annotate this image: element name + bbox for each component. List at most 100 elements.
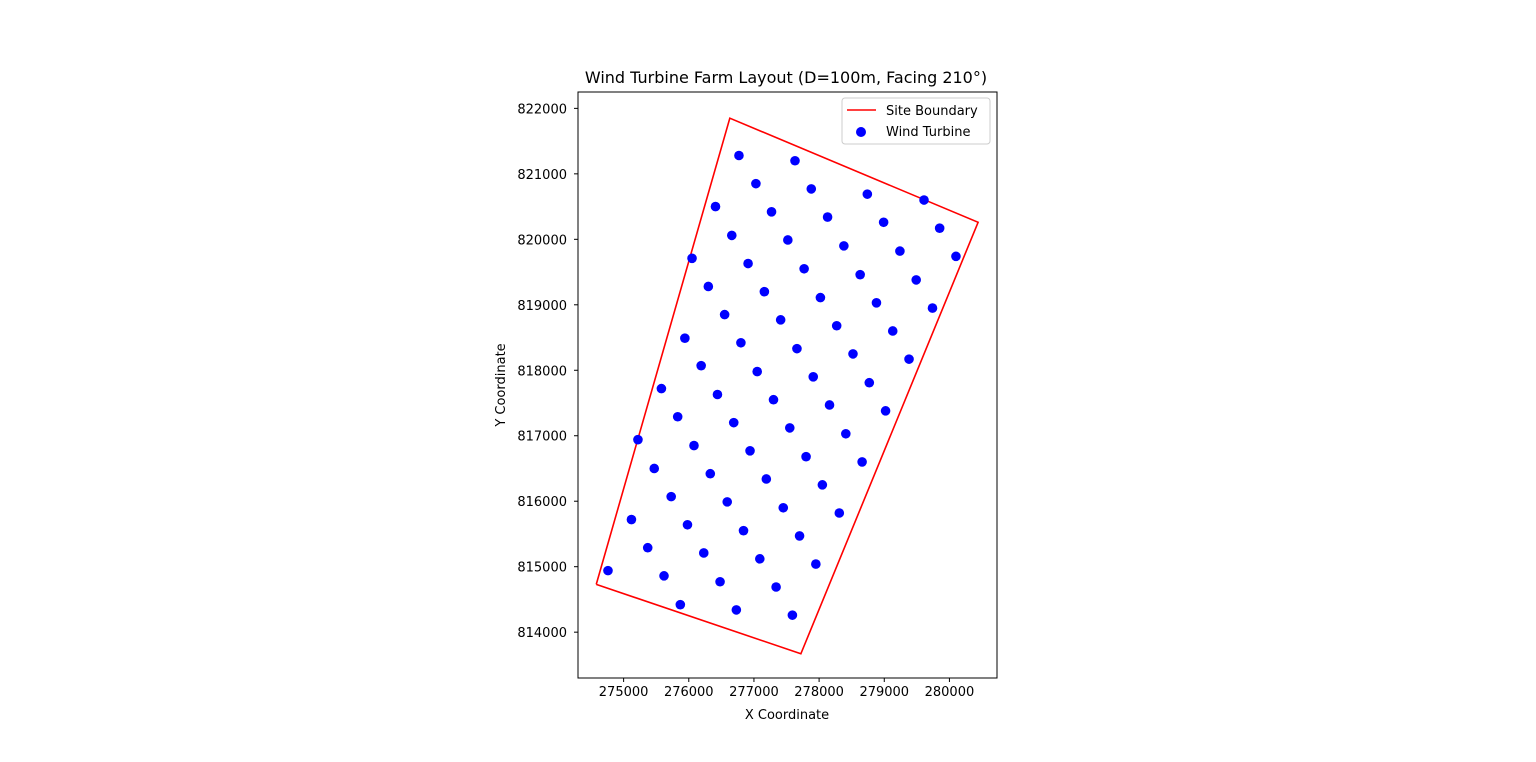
- wind-turbine-point: [728, 417, 739, 428]
- wind-turbine-point: [895, 246, 905, 256]
- chart-title: Wind Turbine Farm Layout (D=100m, Facing…: [585, 68, 987, 87]
- wind-turbine-point: [799, 263, 809, 274]
- wind-turbine-point: [722, 497, 733, 507]
- wind-turbine-point: [887, 326, 898, 336]
- wind-turbine-point: [934, 223, 945, 233]
- y-tick-label: 819000: [517, 299, 567, 314]
- wind-turbine-point: [731, 605, 742, 615]
- legend: Site Boundary Wind Turbine: [841, 97, 991, 145]
- wind-turbine-point: [794, 531, 805, 541]
- wind-turbine-point: [766, 207, 777, 217]
- wind-turbine-point: [705, 468, 716, 479]
- x-axis-ticks: 275000 276000 277000 278000 279000 280000: [599, 678, 974, 700]
- wind-turbine-point: [787, 610, 798, 620]
- wind-turbine-point: [751, 178, 761, 189]
- wind-turbine-point: [817, 480, 828, 490]
- x-axis-label: X Coordinate: [745, 708, 829, 723]
- y-tick-label: 817000: [517, 430, 567, 445]
- wind-turbine-point: [666, 491, 676, 502]
- legend-boundary-label: Site Boundary: [886, 104, 978, 119]
- wind-turbine-point: [745, 446, 755, 456]
- wind-turbine-point: [752, 366, 762, 377]
- wind-turbine-point: [808, 372, 819, 382]
- wind-turbine-point: [656, 383, 667, 394]
- x-tick-label: 279000: [859, 685, 909, 700]
- wind-turbine-point: [738, 525, 749, 536]
- x-tick-label: 277000: [729, 685, 779, 700]
- boundary-layer: [595, 117, 980, 655]
- wind-turbine-point: [911, 275, 921, 285]
- wind-turbine-point: [626, 514, 637, 525]
- wind-turbine-point: [801, 451, 811, 462]
- wind-turbine-point: [710, 201, 721, 212]
- wind-turbine-point: [927, 303, 938, 313]
- x-tick-label: 278000: [794, 685, 844, 700]
- wind-turbine-point: [680, 333, 690, 343]
- wind-turbine-point: [633, 434, 643, 445]
- y-tick-label: 821000: [517, 168, 567, 183]
- wind-turbine-point: [783, 235, 793, 245]
- wind-turbine-point: [951, 251, 961, 262]
- wind-turbine-point: [806, 184, 817, 194]
- wind-turbine-point: [761, 474, 772, 484]
- y-tick-label: 820000: [517, 233, 567, 248]
- wind-turbine-point: [682, 519, 693, 530]
- wind-turbine-point: [857, 457, 867, 467]
- wind-turbine-point: [771, 582, 781, 592]
- wind-turbine-point: [689, 440, 699, 451]
- wind-turbine-point: [687, 253, 697, 264]
- wind-turbine-point: [675, 599, 686, 610]
- wind-turbine-point: [715, 576, 725, 587]
- legend-box: [841, 97, 991, 145]
- wind-turbine-point: [822, 212, 833, 222]
- y-tick-label: 815000: [517, 561, 567, 576]
- y-tick-label: 816000: [517, 495, 567, 510]
- wind-turbine-point: [815, 292, 826, 303]
- wind-turbine-point: [759, 286, 770, 297]
- y-tick-label: 814000: [517, 626, 567, 641]
- wind-turbine-point: [698, 548, 709, 558]
- wind-turbine-point: [712, 389, 723, 400]
- wind-turbine-point: [784, 423, 795, 433]
- wind-turbine-point: [811, 559, 821, 569]
- wind-turbine-point: [649, 463, 660, 474]
- wind-turbine-point: [792, 343, 802, 354]
- x-tick-label: 275000: [599, 685, 649, 700]
- y-tick-label: 822000: [517, 102, 567, 117]
- wind-turbine-point: [672, 411, 683, 422]
- wind-turbine-point: [726, 230, 737, 241]
- wind-turbine-point: [775, 315, 786, 325]
- y-tick-label: 818000: [517, 364, 567, 379]
- site-boundary-line: [595, 117, 980, 655]
- wind-turbine-point: [824, 400, 835, 410]
- wind-turbine-point: [855, 269, 865, 280]
- legend-turbine-label: Wind Turbine: [886, 125, 970, 140]
- wind-turbine-point: [755, 554, 765, 564]
- wind-turbine-point: [919, 195, 929, 205]
- wind-turbine-point: [904, 354, 914, 364]
- wind-turbine-point: [839, 241, 849, 251]
- wind-turbine-point: [659, 571, 669, 581]
- legend-turbine-swatch: [856, 127, 866, 137]
- wind-turbine-point: [719, 309, 730, 320]
- wind-turbine-point: [778, 502, 789, 513]
- wind-turbine-point: [768, 394, 779, 405]
- wind-turbine-point: [834, 508, 845, 518]
- wind-turbine-point: [790, 155, 800, 166]
- x-tick-label: 280000: [925, 685, 975, 700]
- wind-turbine-point: [862, 189, 873, 199]
- wind-turbine-point: [642, 542, 653, 553]
- wind-turbine-point: [878, 217, 889, 228]
- wind-turbine-point: [880, 406, 891, 416]
- wind-turbine-point: [734, 150, 744, 161]
- wind-turbine-point: [696, 360, 706, 371]
- wind-turbine-point: [841, 428, 851, 439]
- wind-turbine-point: [743, 258, 753, 269]
- plot-area: [577, 91, 998, 679]
- plot-frame: [577, 91, 998, 679]
- wind-turbine-point: [703, 281, 714, 292]
- x-tick-label: 276000: [664, 685, 714, 700]
- wind-turbine-point: [848, 349, 858, 359]
- wind-turbine-point: [736, 337, 746, 348]
